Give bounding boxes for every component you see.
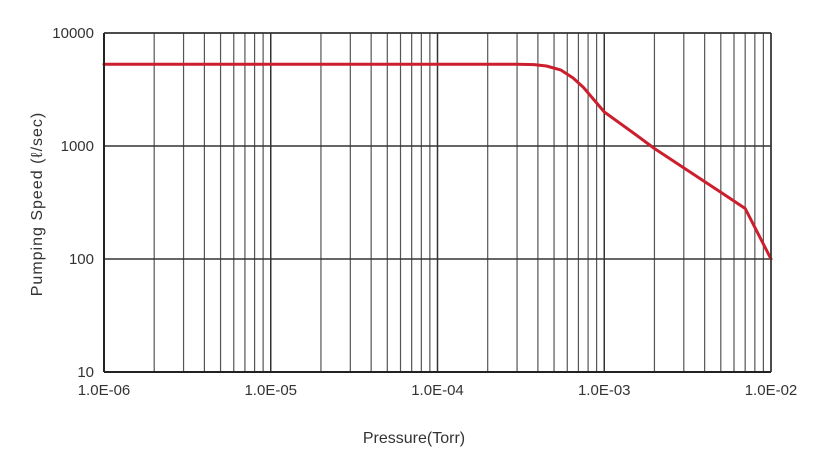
y-tick-label: 1000 (61, 138, 94, 155)
pumping-speed-series-line (102, 62, 773, 261)
y-tick-label: 100 (69, 251, 94, 268)
series-layer (102, 62, 773, 261)
y-tick-label: 10 (77, 364, 94, 381)
x-tick-label: 1.0E-02 (745, 382, 798, 399)
tick-labels: 1.0E-06 1.0E-05 1.0E-04 1.0E-03 1.0E-02 10 100… (52, 25, 797, 399)
y-tick-label: 10000 (52, 25, 94, 42)
x-axis-title: Pressure(Torr) (363, 430, 465, 447)
grid (103, 32, 772, 373)
x-tick-label: 1.0E-05 (244, 382, 297, 399)
x-tick-label: 1.0E-04 (411, 382, 464, 399)
x-tick-label: 1.0E-06 (78, 382, 131, 399)
x-tick-label: 1.0E-03 (578, 382, 631, 399)
y-axis-title: Pumping Speed (ℓ/sec) (29, 112, 46, 296)
axes (103, 32, 772, 373)
